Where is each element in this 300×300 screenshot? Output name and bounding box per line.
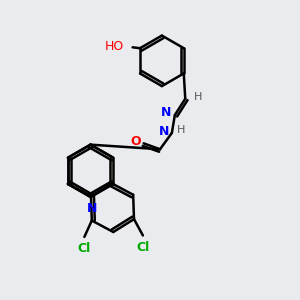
Text: HO: HO <box>104 40 124 53</box>
Text: N: N <box>158 125 169 138</box>
Text: Cl: Cl <box>136 241 149 254</box>
Text: N: N <box>161 106 171 119</box>
Text: H: H <box>177 125 186 135</box>
Text: O: O <box>130 135 141 148</box>
Text: N: N <box>87 202 97 215</box>
Text: H: H <box>194 92 202 102</box>
Text: Cl: Cl <box>78 242 91 255</box>
